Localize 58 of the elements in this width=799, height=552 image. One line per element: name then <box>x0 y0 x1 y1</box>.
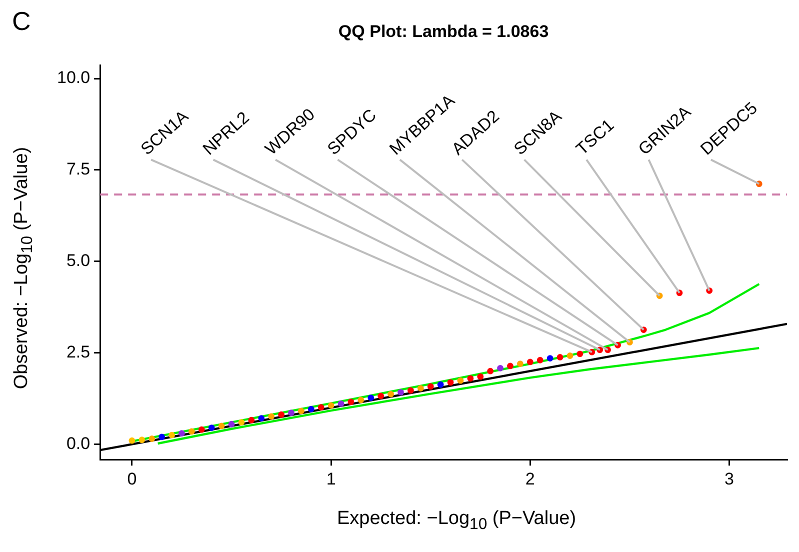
point <box>517 360 524 367</box>
point <box>566 352 574 359</box>
point <box>148 436 156 442</box>
point <box>228 420 235 428</box>
point <box>497 364 504 372</box>
y-tick-label: 2.5 <box>66 342 90 362</box>
point <box>218 422 225 430</box>
point <box>576 350 584 358</box>
point <box>398 389 404 396</box>
point <box>248 416 255 424</box>
point <box>427 383 434 390</box>
point <box>208 424 215 431</box>
point <box>158 434 166 440</box>
point <box>278 411 284 418</box>
chart-title: QQ Plot: Lambda = 1.0863 <box>338 22 549 42</box>
point <box>198 426 205 433</box>
point <box>388 390 394 398</box>
point <box>536 356 544 364</box>
point <box>457 377 464 384</box>
point <box>288 410 294 416</box>
point <box>378 392 384 400</box>
point <box>487 368 494 374</box>
y-tick-label: 10.0 <box>56 68 90 88</box>
x-tick-label: 3 <box>724 469 734 488</box>
point <box>258 415 265 422</box>
point <box>546 355 554 362</box>
x-axis-title: Expected: −Log$_{10}$ (P−Value) <box>336 508 578 534</box>
point <box>138 436 146 444</box>
x-tick-label: 1 <box>326 469 336 488</box>
point <box>437 381 444 388</box>
x-tick-label: 2 <box>525 469 535 488</box>
point <box>178 430 185 436</box>
point <box>477 373 484 380</box>
point <box>447 379 454 386</box>
point <box>308 406 314 412</box>
point <box>298 408 304 414</box>
point <box>368 394 374 401</box>
x-tick-label: 0 <box>127 469 137 488</box>
y-tick-label: 7.5 <box>66 160 90 179</box>
y-tick-label: 5.0 <box>66 251 90 270</box>
point <box>238 419 245 426</box>
point <box>407 387 414 394</box>
point <box>268 413 275 420</box>
point <box>358 396 364 404</box>
point <box>348 398 354 406</box>
y-tick-label: 0.0 <box>66 434 90 453</box>
point <box>168 432 175 438</box>
point <box>467 375 474 382</box>
point <box>188 428 195 435</box>
point <box>318 404 324 411</box>
point <box>338 400 344 407</box>
point <box>328 402 334 409</box>
point <box>526 358 534 366</box>
text: C <box>12 6 31 36</box>
point <box>128 437 136 444</box>
point <box>417 385 424 392</box>
point <box>507 362 514 370</box>
point <box>556 354 564 360</box>
